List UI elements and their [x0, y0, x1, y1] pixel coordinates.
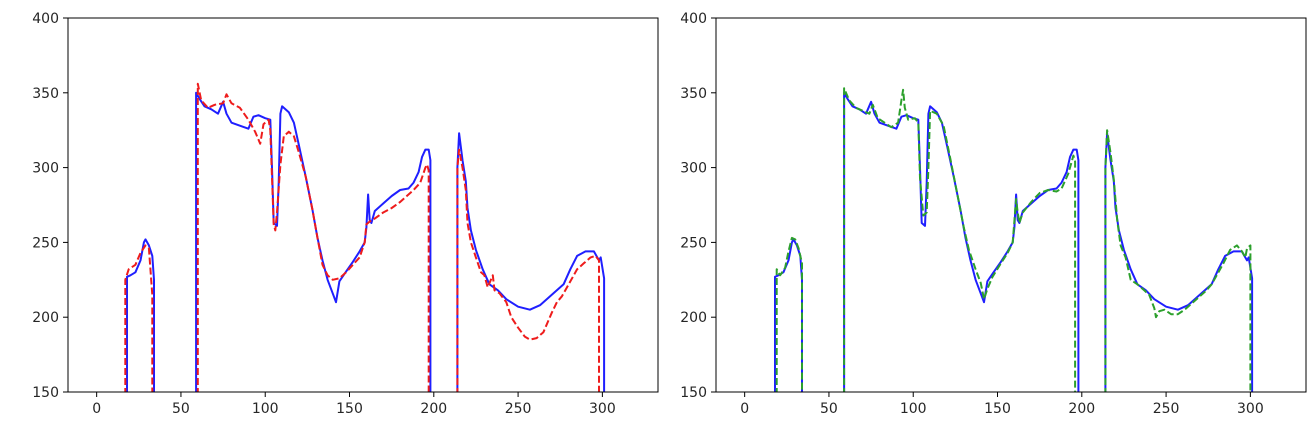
x-tick-label: 100	[900, 401, 927, 417]
plot-area	[124, 82, 606, 392]
y-tick-label: 200	[32, 310, 59, 326]
y-tick-label: 300	[32, 161, 59, 177]
dashed-series-line-1-segment-2	[456, 148, 600, 392]
dashed-series-line-1-segment-2	[1104, 129, 1252, 392]
axes-frame	[67, 17, 659, 393]
solid-series-line-0-segment-1	[195, 91, 432, 392]
y-tick-label: 350	[680, 86, 707, 102]
x-tick-label: 250	[1153, 401, 1180, 417]
right-chart: 0 50 100 150 200 250 300 150 200 250 300 350 400	[680, 11, 1307, 417]
x-tick-label: 150	[336, 401, 363, 417]
dashed-series-line-1-segment-0	[124, 244, 154, 392]
y-tick-label: 300	[680, 161, 707, 177]
x-tick-label: 150	[984, 401, 1011, 417]
solid-series-line-0-segment-0	[774, 238, 803, 392]
solid-series-line-0-segment-0	[126, 238, 155, 392]
plot-area	[774, 87, 1254, 392]
y-tick-label: 350	[32, 86, 59, 102]
x-tick-label: 0	[740, 401, 749, 417]
left-chart: 0 50 100 150 200 250 300 150 200 250 300 350 400	[32, 11, 659, 417]
y-tick-label: 400	[680, 11, 707, 27]
y-tick-label: 200	[680, 310, 707, 326]
x-tick-label: 200	[420, 401, 447, 417]
x-tick-label: 50	[172, 401, 190, 417]
y-tick-label: 250	[680, 235, 707, 251]
x-tick-label: 250	[505, 401, 532, 417]
solid-series-line-0-segment-1	[843, 91, 1080, 392]
dashed-series-line-1-segment-1	[843, 87, 1077, 392]
y-tick-label: 400	[32, 11, 59, 27]
x-tick-label: 200	[1068, 401, 1095, 417]
y-tick-label: 150	[32, 385, 59, 401]
x-tick-label: 300	[589, 401, 616, 417]
y-tick-label: 250	[32, 235, 59, 251]
axes-frame	[715, 17, 1307, 393]
y-tick-label: 150	[680, 385, 707, 401]
dashed-series-line-1-segment-0	[775, 236, 803, 392]
x-tick-label: 50	[820, 401, 838, 417]
solid-series-line-0-segment-2	[456, 132, 606, 392]
x-tick-label: 300	[1237, 401, 1264, 417]
x-tick-label: 100	[252, 401, 279, 417]
dashed-series-line-1-segment-1	[196, 82, 430, 392]
x-tick-label: 0	[92, 401, 101, 417]
